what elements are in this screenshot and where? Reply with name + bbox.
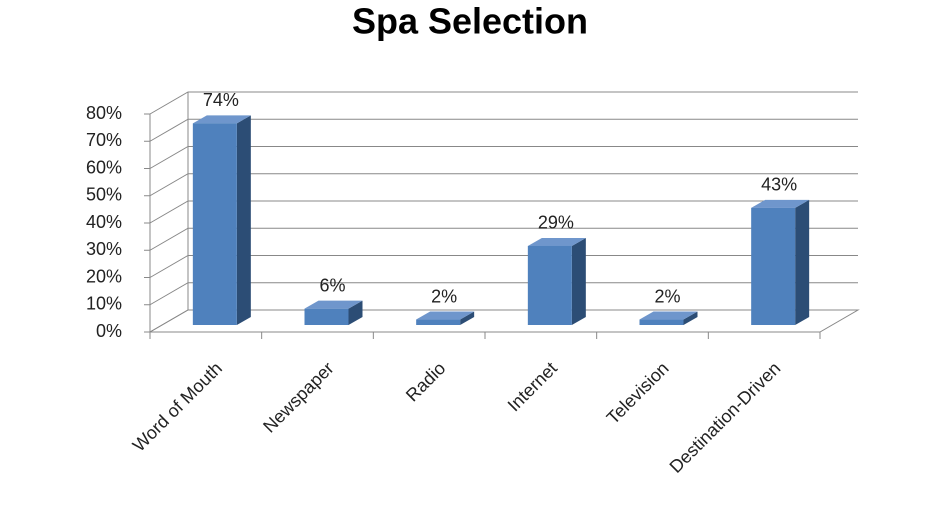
grid-line — [149, 255, 858, 278]
data-label: 2% — [654, 286, 680, 306]
bar-top — [751, 199, 810, 208]
bar-top — [192, 115, 251, 124]
bar — [192, 123, 237, 325]
x-tick-label: Television — [603, 358, 673, 428]
x-tick-label: Internet — [504, 358, 561, 415]
bar — [304, 308, 349, 325]
y-tick-label: 70% — [86, 130, 122, 150]
bar-top — [304, 300, 363, 309]
x-tick-label: Word of Mouth — [129, 358, 226, 455]
x-tick-label: Newspaper — [259, 358, 338, 437]
bar-side — [795, 199, 810, 325]
grid-line — [149, 200, 858, 224]
bar-side — [348, 300, 363, 325]
bar — [527, 245, 572, 325]
grid-line — [149, 227, 858, 251]
bar-top — [639, 311, 698, 320]
bar — [639, 319, 684, 325]
bar — [751, 207, 796, 325]
y-tick-label: 80% — [86, 103, 122, 123]
data-label: 74% — [203, 90, 239, 110]
y-tick-label: 50% — [86, 185, 122, 205]
bar-top — [527, 237, 586, 246]
bar-side — [683, 311, 698, 325]
y-tick-label: 20% — [86, 266, 122, 286]
data-label: 2% — [431, 286, 457, 306]
data-label: 43% — [761, 175, 797, 195]
grid-line — [149, 91, 858, 115]
y-tick-label: 60% — [86, 157, 122, 177]
grid-line — [149, 173, 858, 197]
y-tick-label: 0% — [96, 321, 122, 341]
grid-line — [149, 118, 858, 142]
data-label: 29% — [538, 213, 574, 233]
grid-line — [149, 282, 858, 306]
data-label: 6% — [319, 275, 345, 295]
x-tick-label: Radio — [402, 358, 449, 405]
bar-top — [416, 311, 475, 320]
bar-side — [236, 115, 251, 325]
y-tick-label: 30% — [86, 239, 122, 259]
bar — [416, 319, 461, 325]
bar-side — [460, 311, 475, 325]
y-tick-label: 40% — [86, 212, 122, 232]
y-tick-label: 10% — [86, 294, 122, 314]
grid-line — [149, 146, 858, 169]
bar-side — [571, 237, 586, 325]
grid-line — [149, 309, 858, 333]
x-tick-label: Destination-Driven — [666, 358, 785, 477]
chart-title: Spa Selection — [352, 1, 588, 42]
